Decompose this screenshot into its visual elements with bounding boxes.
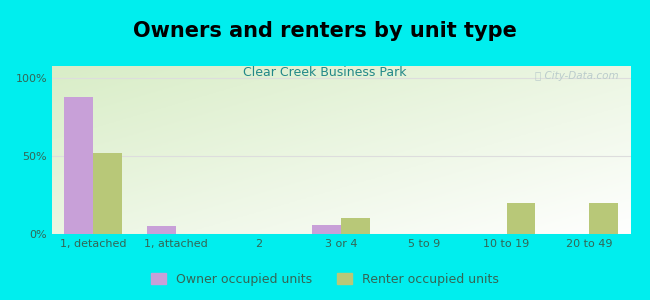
Bar — [64, 97, 94, 234]
Bar — [341, 218, 370, 234]
Text: ⓘ City-Data.com: ⓘ City-Data.com — [536, 71, 619, 81]
Bar — [506, 203, 536, 234]
Bar — [589, 203, 618, 234]
Legend: Owner occupied units, Renter occupied units: Owner occupied units, Renter occupied un… — [146, 268, 504, 291]
Bar — [94, 153, 122, 234]
Bar — [147, 226, 176, 234]
Text: Owners and renters by unit type: Owners and renters by unit type — [133, 21, 517, 41]
Bar — [312, 225, 341, 234]
Text: Clear Creek Business Park: Clear Creek Business Park — [243, 66, 407, 79]
